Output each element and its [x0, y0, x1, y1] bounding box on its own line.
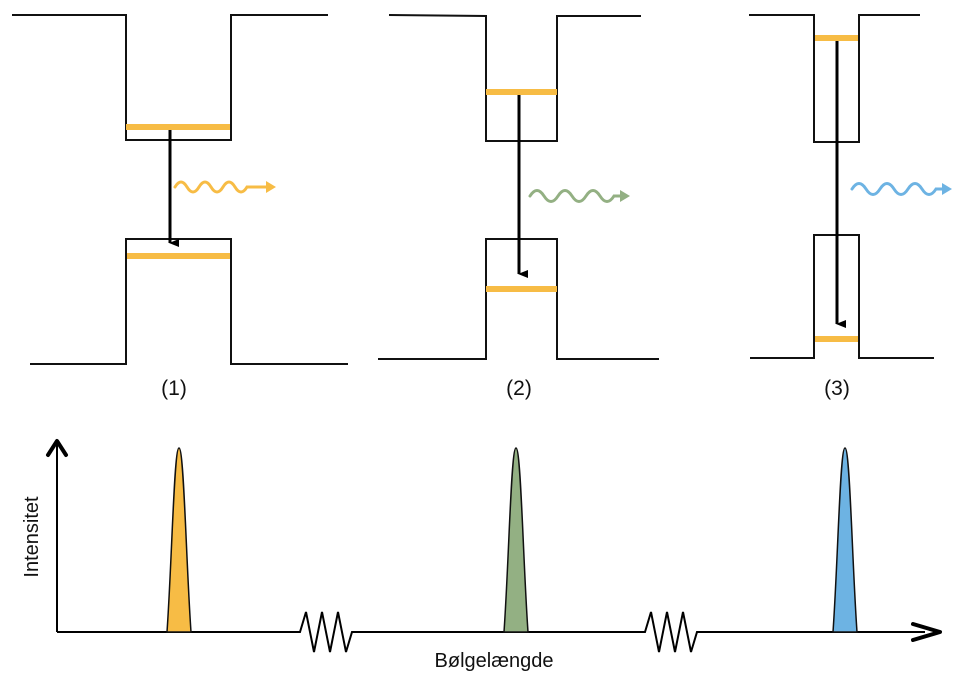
y-axis-label: Intensitet [21, 496, 43, 578]
y-axis-arrowhead [46, 439, 68, 457]
photon-arrowhead-2 [620, 190, 630, 202]
spectrum-peak-green [503, 447, 529, 633]
photon-1 [173, 180, 276, 194]
x-axis-label: Bølgelængde [435, 650, 554, 672]
x-axis [57, 611, 925, 653]
panel-label-3: (3) [824, 377, 850, 400]
conduction-band-well-2 [388, 14, 641, 142]
panel-2: (2) [378, 14, 659, 400]
valence-band-well-2 [378, 238, 659, 360]
panel-label-1: (1) [161, 377, 187, 400]
panel-label-2: (2) [506, 377, 532, 400]
spectrum-peak-blue [832, 447, 858, 633]
photon-arrowhead-3 [942, 183, 952, 195]
photon-wave-1 [173, 180, 270, 194]
photon-wave-3 [850, 182, 946, 196]
spectrum-peak-yellow [166, 447, 192, 633]
conduction-band-well-1 [12, 14, 328, 141]
panel-1: (1) [12, 14, 348, 400]
emission-spectrum: Intensitet Bølgelængde [21, 439, 942, 672]
photon-2 [528, 189, 630, 203]
x-axis-arrowhead [911, 622, 942, 642]
photon-arrowhead-1 [266, 181, 276, 193]
conduction-band-well-3 [749, 14, 920, 143]
photon-wave-2 [528, 189, 624, 203]
photon-3 [850, 182, 952, 196]
panel-3: (3) [749, 14, 952, 400]
